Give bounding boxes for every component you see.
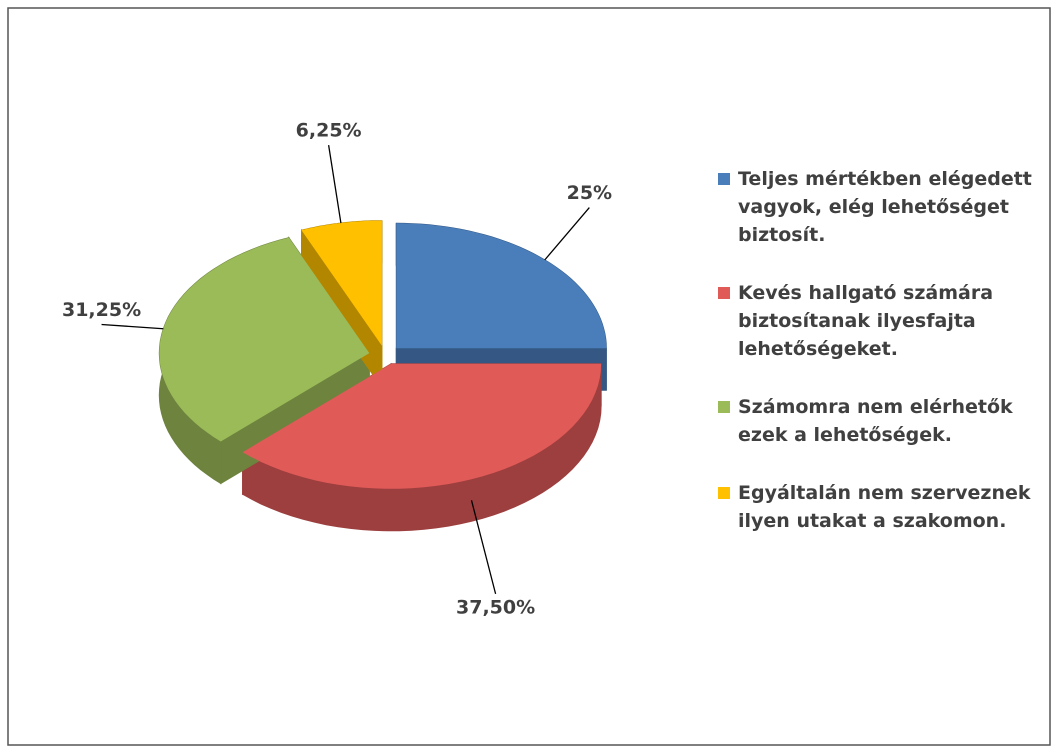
leader-line [470, 500, 497, 595]
leader-line [544, 207, 590, 261]
slice-wall [242, 363, 602, 532]
data-label: 31,25% [62, 299, 141, 321]
legend-label: Kevés hallgató számára biztosítanak ilye… [738, 282, 994, 360]
slice [396, 223, 607, 349]
leader-line [101, 323, 164, 330]
legend-swatch [718, 487, 730, 499]
data-label: 6,25% [296, 120, 362, 142]
legend-swatch [718, 287, 730, 299]
slice [242, 363, 602, 489]
legend-label: Teljes mértékben elégedett vagyok, elég … [738, 168, 1032, 246]
legend-item: Teljes mértékben elégedett vagyok, elég … [718, 165, 1038, 249]
legend-label: Egyáltalán nem szerveznek ilyen utakat a… [738, 482, 1031, 532]
data-label: 37,50% [456, 596, 535, 618]
legend-label: Számomra nem elérhetők ezek a lehetősége… [738, 396, 1013, 446]
legend-item: Egyáltalán nem szerveznek ilyen utakat a… [718, 479, 1038, 535]
legend: Teljes mértékben elégedett vagyok, elég … [718, 165, 1038, 565]
slice [159, 237, 370, 442]
chart-frame [7, 7, 1051, 746]
slice [301, 220, 382, 346]
legend-swatch [718, 173, 730, 185]
leader-line [327, 145, 342, 224]
legend-item: Kevés hallgató számára biztosítanak ilye… [718, 279, 1038, 363]
data-label: 25% [567, 182, 612, 204]
legend-swatch [718, 401, 730, 413]
legend-item: Számomra nem elérhetők ezek a lehetősége… [718, 393, 1038, 449]
